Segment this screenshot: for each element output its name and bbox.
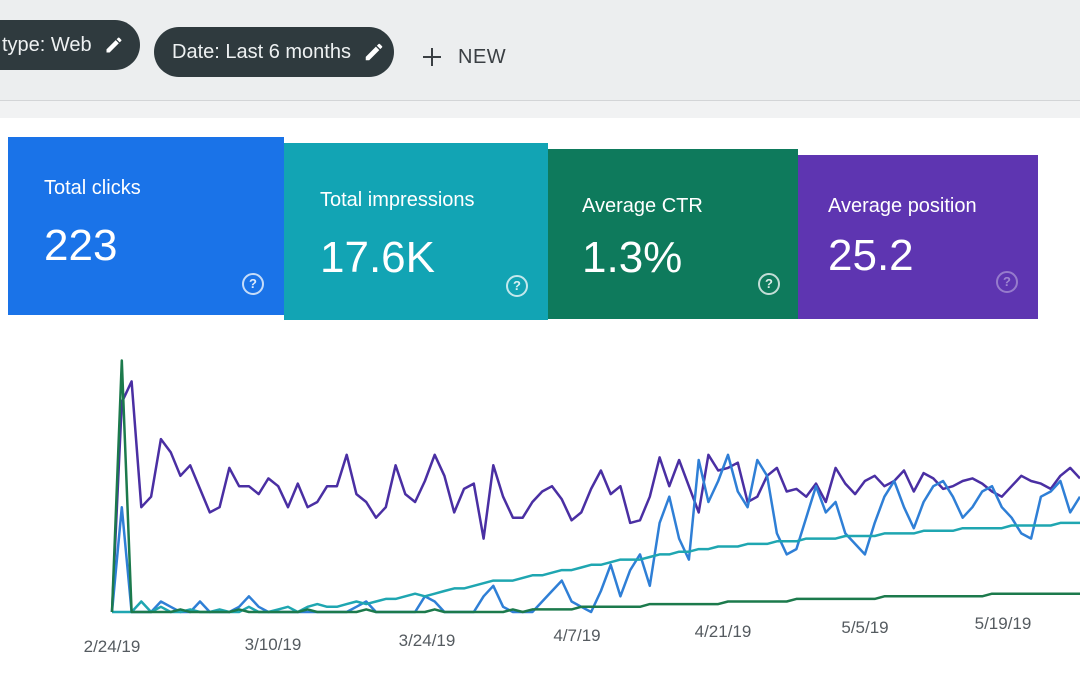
help-icon[interactable]: ? <box>242 273 264 295</box>
x-tick-label: 5/5/19 <box>841 618 888 637</box>
plus-icon <box>423 48 441 66</box>
x-tick-label: 3/24/19 <box>399 631 456 650</box>
x-tick-label: 4/7/19 <box>553 626 600 645</box>
new-filter-button[interactable]: NEW <box>420 38 506 76</box>
metric-tiles: Total clicks 223 ? Total impressions 17.… <box>8 137 1038 320</box>
pencil-icon[interactable] <box>104 35 124 55</box>
metric-tile-total-clicks[interactable]: Total clicks 223 ? <box>8 137 284 315</box>
metric-tile-average-ctr[interactable]: Average CTR 1.3% ? <box>548 149 798 319</box>
filter-bar: type: Web Date: Last 6 months NEW <box>0 0 1080 101</box>
series-line-0 <box>110 380 1080 613</box>
filter-chip-type[interactable]: type: Web <box>0 20 140 70</box>
metric-value: 223 <box>44 221 118 270</box>
x-tick-label: 5/19/19 <box>975 614 1032 633</box>
filter-chip-date-label: Date: Last 6 months <box>172 40 351 63</box>
metric-value: 25.2 <box>828 231 914 280</box>
metric-label: Average position <box>828 195 977 217</box>
performance-chart: 2/24/19 3/10/19 3/24/19 4/7/19 4/21/19 5/5/19… <box>0 320 1080 675</box>
help-icon[interactable]: ? <box>758 273 780 295</box>
series-line-3 <box>110 359 1080 614</box>
metric-value: 1.3% <box>582 233 683 282</box>
filter-chip-type-label: type: Web <box>2 33 92 56</box>
performance-line-chart: 2/24/19 3/10/19 3/24/19 4/7/19 4/21/19 5/5/19… <box>84 359 1080 656</box>
help-icon[interactable]: ? <box>506 275 528 297</box>
metric-tile-total-impressions[interactable]: Total impressions 17.6K ? <box>284 143 548 320</box>
series-line-2 <box>112 521 1080 614</box>
x-tick-label: 2/24/19 <box>84 637 141 656</box>
pencil-icon[interactable] <box>363 41 385 63</box>
metric-tile-average-position[interactable]: Average position 25.2 ? <box>798 155 1038 319</box>
filter-chip-date[interactable]: Date: Last 6 months <box>154 27 394 77</box>
x-tick-label: 3/10/19 <box>245 635 302 654</box>
metric-value: 17.6K <box>320 233 435 282</box>
metric-label: Average CTR <box>582 195 703 217</box>
metric-label: Total impressions <box>320 189 475 211</box>
new-filter-label: NEW <box>458 45 507 68</box>
x-tick-label: 4/21/19 <box>695 622 752 641</box>
help-icon[interactable]: ? <box>996 271 1018 293</box>
metric-label: Total clicks <box>44 177 141 199</box>
